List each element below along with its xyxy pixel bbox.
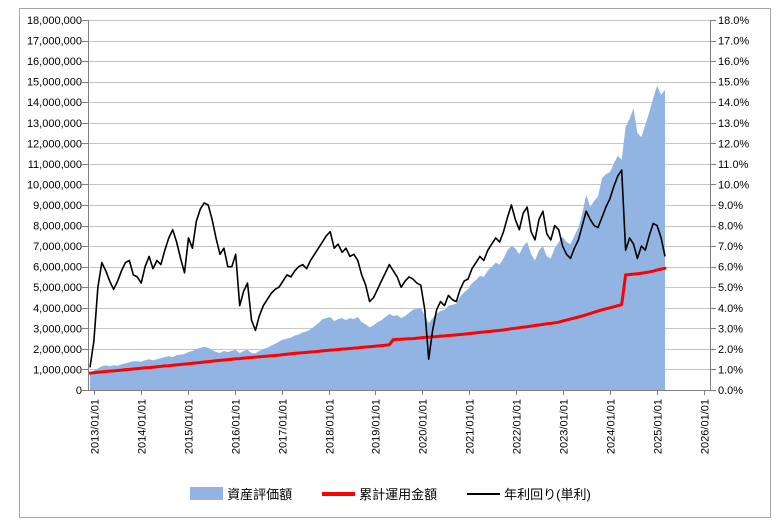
svg-text:2016/01/01: 2016/01/01 — [231, 399, 243, 454]
svg-text:5.0%: 5.0% — [718, 282, 743, 294]
svg-text:18,000,000: 18,000,000 — [27, 15, 82, 27]
svg-text:15,000,000: 15,000,000 — [27, 77, 82, 89]
svg-text:2026/01/01: 2026/01/01 — [700, 399, 712, 454]
svg-text:2020/01/01: 2020/01/01 — [418, 399, 430, 454]
legend-label-invested-total: 累計運用金額 — [359, 487, 438, 502]
svg-text:1.0%: 1.0% — [718, 364, 743, 376]
svg-text:2014/01/01: 2014/01/01 — [137, 399, 149, 454]
svg-text:16,000,000: 16,000,000 — [27, 56, 82, 68]
svg-text:6,000,000: 6,000,000 — [33, 262, 82, 274]
svg-text:9.0%: 9.0% — [718, 200, 743, 212]
svg-text:18.0%: 18.0% — [718, 15, 749, 27]
svg-text:15.0%: 15.0% — [718, 77, 749, 89]
svg-text:2017/01/01: 2017/01/01 — [278, 399, 290, 454]
svg-text:8,000,000: 8,000,000 — [33, 221, 82, 233]
series-invested-total-line — [88, 266, 667, 375]
svg-text:4.0%: 4.0% — [718, 303, 743, 315]
svg-text:0.0%: 0.0% — [718, 385, 743, 397]
svg-text:4,000,000: 4,000,000 — [33, 303, 82, 315]
svg-text:7,000,000: 7,000,000 — [33, 241, 82, 253]
svg-text:12.0%: 12.0% — [718, 138, 749, 150]
legend-area-swatch — [190, 487, 224, 500]
svg-text:2021/01/01: 2021/01/01 — [465, 399, 477, 454]
y-axis-right-labels: 18.0% 17.0% 16.0% 15.0% 14.0% 13.0% 12.0% 11.0%… — [718, 15, 749, 397]
series-annual-yield-line — [89, 169, 666, 368]
svg-text:1,000,000: 1,000,000 — [33, 364, 82, 376]
svg-text:17.0%: 17.0% — [718, 36, 749, 48]
x-axis-labels: 2013/01/01 2014/01/01 2015/01/01 2016/01/01… — [90, 390, 712, 454]
legend-item-annual-yield[interactable]: 年利回り(単利) — [467, 484, 591, 503]
series-asset-value-area — [90, 85, 665, 391]
svg-text:11,000,000: 11,000,000 — [28, 159, 82, 171]
svg-text:9,000,000: 9,000,000 — [33, 200, 82, 212]
svg-text:2018/01/01: 2018/01/01 — [325, 399, 337, 454]
svg-text:0: 0 — [76, 385, 82, 397]
svg-text:2013/01/01: 2013/01/01 — [90, 399, 102, 454]
legend-label-asset-value: 資産評価額 — [227, 487, 293, 502]
axes — [82, 20, 716, 391]
svg-text:2025/01/01: 2025/01/01 — [653, 399, 665, 454]
svg-text:2015/01/01: 2015/01/01 — [184, 399, 196, 454]
svg-text:10,000,000: 10,000,000 — [27, 179, 82, 191]
svg-text:2024/01/01: 2024/01/01 — [606, 399, 618, 454]
svg-text:3,000,000: 3,000,000 — [33, 323, 82, 335]
svg-text:3.0%: 3.0% — [718, 323, 743, 335]
svg-text:7.0%: 7.0% — [718, 241, 743, 253]
svg-text:2022/01/01: 2022/01/01 — [512, 399, 524, 454]
svg-text:12,000,000: 12,000,000 — [27, 138, 82, 150]
svg-text:5,000,000: 5,000,000 — [33, 282, 82, 294]
legend-red-line-swatch — [322, 491, 356, 496]
svg-text:16.0%: 16.0% — [718, 56, 749, 68]
svg-text:2019/01/01: 2019/01/01 — [371, 399, 383, 454]
svg-text:2,000,000: 2,000,000 — [33, 344, 82, 356]
svg-text:13,000,000: 13,000,000 — [27, 118, 82, 130]
svg-text:14.0%: 14.0% — [718, 97, 749, 109]
svg-text:8.0%: 8.0% — [718, 221, 743, 233]
svg-text:2023/01/01: 2023/01/01 — [559, 399, 571, 454]
svg-text:6.0%: 6.0% — [718, 262, 743, 274]
svg-text:14,000,000: 14,000,000 — [27, 97, 82, 109]
svg-text:13.0%: 13.0% — [718, 118, 749, 130]
chart-legend[interactable]: 資産評価額 累計運用金額 年利回り(単利) — [0, 484, 781, 503]
legend-item-invested-total[interactable]: 累計運用金額 — [322, 484, 437, 503]
legend-label-annual-yield: 年利回り(単利) — [504, 487, 591, 502]
legend-black-line-swatch — [467, 492, 501, 495]
legend-item-asset-value[interactable]: 資産評価額 — [190, 484, 292, 503]
svg-text:10.0%: 10.0% — [718, 179, 749, 191]
svg-text:11.0%: 11.0% — [718, 159, 749, 171]
svg-text:17,000,000: 17,000,000 — [27, 36, 82, 48]
svg-text:2.0%: 2.0% — [718, 344, 743, 356]
y-axis-left-labels: 18,000,000 17,000,000 16,000,000 15,000,000… — [27, 15, 82, 397]
